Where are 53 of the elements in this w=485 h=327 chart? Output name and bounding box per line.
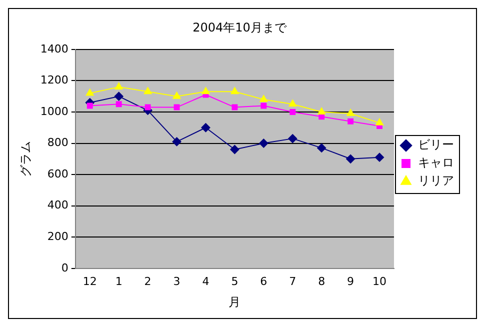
- point: [288, 100, 297, 107]
- legend-label: リリア: [418, 174, 454, 188]
- x-tick-label: 7: [289, 274, 296, 288]
- x-tick-label: 6: [260, 274, 268, 288]
- point: [375, 152, 384, 162]
- point: [201, 123, 210, 132]
- point: [376, 118, 384, 126]
- point: [114, 82, 123, 90]
- point: [348, 118, 354, 124]
- point: [86, 88, 94, 96]
- point: [232, 104, 238, 110]
- y-axis-title: グラム: [18, 140, 32, 177]
- x-tick-label: 12: [82, 274, 97, 288]
- point: [144, 87, 152, 94]
- point: [86, 102, 93, 109]
- point: [259, 138, 268, 148]
- x-tick-label: 2: [144, 274, 152, 288]
- point: [317, 143, 326, 152]
- y-tick-label: 0: [61, 261, 68, 274]
- point: [290, 108, 296, 115]
- x-axis-title: 月: [228, 294, 241, 309]
- x-tick-label: 4: [202, 274, 210, 288]
- y-tick-label: 1200: [40, 74, 68, 87]
- x-tick-label: 5: [231, 274, 238, 288]
- point: [116, 101, 122, 108]
- point: [144, 104, 151, 110]
- y-tick-label: 400: [47, 198, 68, 212]
- point: [174, 104, 180, 110]
- y-tick-label: 800: [47, 136, 68, 150]
- x-tick-label: 1: [115, 274, 122, 288]
- point: [288, 134, 298, 144]
- point: [346, 154, 356, 164]
- point: [202, 87, 210, 94]
- y-tick-label: 1000: [40, 104, 68, 118]
- x-tick-label: 9: [347, 274, 354, 288]
- y-tick-label: 1400: [40, 42, 68, 56]
- x-tick-label: 3: [173, 274, 180, 288]
- chart-title: 2004年10月まで: [192, 20, 288, 34]
- legend-label: キャロ: [418, 156, 454, 170]
- point: [172, 137, 182, 146]
- point: [114, 92, 124, 101]
- point: [172, 92, 181, 99]
- y-tick-label: 200: [47, 230, 68, 243]
- legend-label: ビリー: [418, 138, 454, 152]
- point: [230, 145, 240, 154]
- x-tick-label: 10: [372, 274, 387, 288]
- point: [260, 102, 267, 109]
- y-tick-label: 600: [47, 167, 68, 180]
- point: [260, 94, 268, 102]
- point: [318, 107, 326, 114]
- x-tick-label: 8: [318, 274, 326, 288]
- point: [230, 87, 239, 94]
- point: [346, 109, 355, 116]
